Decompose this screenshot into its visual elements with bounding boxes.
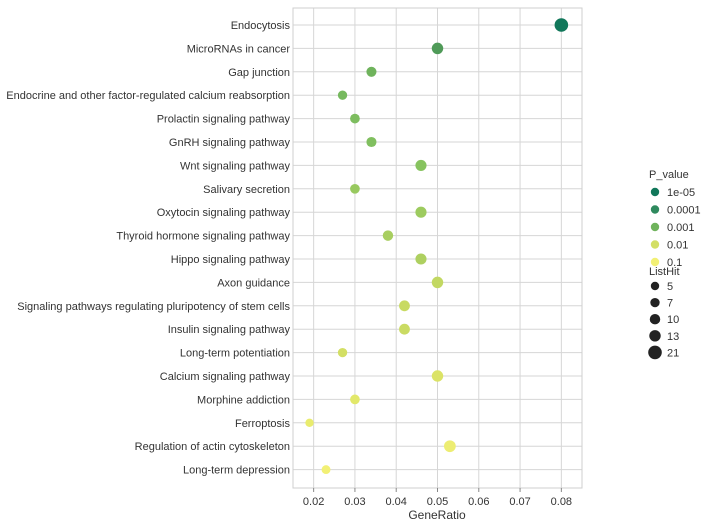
- data-point: [431, 370, 444, 382]
- y-tick-label: Insulin signaling pathway: [168, 324, 291, 336]
- legend-color-swatch: [650, 257, 660, 267]
- y-axis-labels: Endocytosis MicroRNAs in cancer Gap juncti…: [6, 20, 290, 477]
- data-point: [415, 206, 427, 218]
- y-tick-label: Wnt signaling pathway: [180, 160, 291, 172]
- legend-size-swatch: [649, 330, 661, 342]
- y-tick-label: MicroRNAs in cancer: [187, 43, 291, 55]
- y-tick-label: Calcium signaling pathway: [160, 371, 291, 383]
- legend-color-title: P_value: [649, 169, 689, 181]
- data-point: [444, 440, 456, 453]
- legend-color-label: 0.0001: [667, 205, 701, 217]
- y-tick-label: Gap junction: [228, 67, 290, 79]
- data-point: [350, 113, 360, 124]
- data-point: [554, 18, 569, 32]
- y-tick-label: Morphine addiction: [197, 394, 290, 406]
- y-tick-label: Regulation of actin cytoskeleton: [135, 441, 290, 453]
- x-tick-label: 0.07: [509, 496, 530, 508]
- legend-size-label: 7: [667, 298, 673, 310]
- y-tick-label: Oxytocin signaling pathway: [157, 207, 291, 219]
- legend-size-label: 13: [667, 331, 679, 343]
- y-tick-label: Ferroptosis: [235, 418, 291, 430]
- data-point: [337, 90, 348, 100]
- x-tick-label: 0.06: [468, 496, 489, 508]
- legend-size-swatch: [648, 345, 662, 360]
- data-point: [415, 159, 427, 171]
- legend-size-swatch: [649, 313, 661, 325]
- y-tick-label: GnRH signaling pathway: [169, 137, 291, 149]
- y-tick-label: Thyroid hormone signaling pathway: [116, 231, 290, 243]
- legend-size-swatch: [650, 297, 660, 308]
- data-point: [321, 465, 331, 475]
- x-tick-label: 0.04: [386, 496, 407, 508]
- legend-color-swatch: [650, 187, 660, 197]
- data-point: [350, 183, 360, 194]
- legend-color-label: 0.001: [667, 222, 695, 234]
- legend-size-label: 5: [667, 281, 673, 293]
- grid: [293, 8, 582, 488]
- x-tick-label: 0.08: [551, 496, 572, 508]
- data-point: [399, 300, 410, 312]
- data-points: [305, 18, 569, 475]
- legend-size-swatch: [650, 281, 660, 291]
- legend-color-label: 0.01: [667, 240, 688, 252]
- y-tick-label: Long-term depression: [183, 465, 290, 477]
- data-point: [305, 418, 314, 427]
- legend-size-label: 10: [667, 314, 679, 326]
- y-tick-label: Endocrine and other factor-regulated cal…: [6, 90, 290, 102]
- x-tick-label: 0.05: [427, 496, 448, 508]
- x-axis-ticks: 0.02 0.03 0.04 0.05 0.06 0.07 0.08: [303, 488, 572, 508]
- legend-color-swatch: [650, 240, 660, 249]
- y-tick-label: Prolactin signaling pathway: [157, 114, 291, 126]
- x-axis-title: GeneRatio: [408, 508, 466, 522]
- y-tick-label: Endocytosis: [231, 20, 291, 32]
- data-point: [431, 42, 444, 55]
- y-tick-label: Signaling pathways regulating pluripoten…: [17, 301, 290, 313]
- y-tick-label: Long-term potentiation: [180, 348, 290, 360]
- data-point: [431, 276, 444, 289]
- data-point: [366, 66, 377, 77]
- x-tick-label: 0.03: [344, 496, 365, 508]
- y-tick-label: Hippo signaling pathway: [171, 254, 291, 266]
- legend-color-swatch: [650, 222, 660, 232]
- legend-color-label: 1e-05: [667, 187, 695, 199]
- data-point: [366, 136, 377, 148]
- legend-size-label: 21: [667, 347, 679, 359]
- y-tick-label: Salivary secretion: [203, 184, 290, 196]
- data-point: [350, 394, 360, 405]
- legend-color-swatch: [650, 205, 660, 214]
- data-point: [382, 230, 394, 241]
- legend-color-label: 0.1: [667, 257, 682, 269]
- x-tick-label: 0.02: [303, 496, 324, 508]
- y-tick-label: Axon guidance: [217, 277, 290, 289]
- data-point: [415, 253, 427, 265]
- data-point: [337, 347, 348, 358]
- data-point: [399, 323, 410, 335]
- legend-size-title: ListHit: [649, 266, 680, 278]
